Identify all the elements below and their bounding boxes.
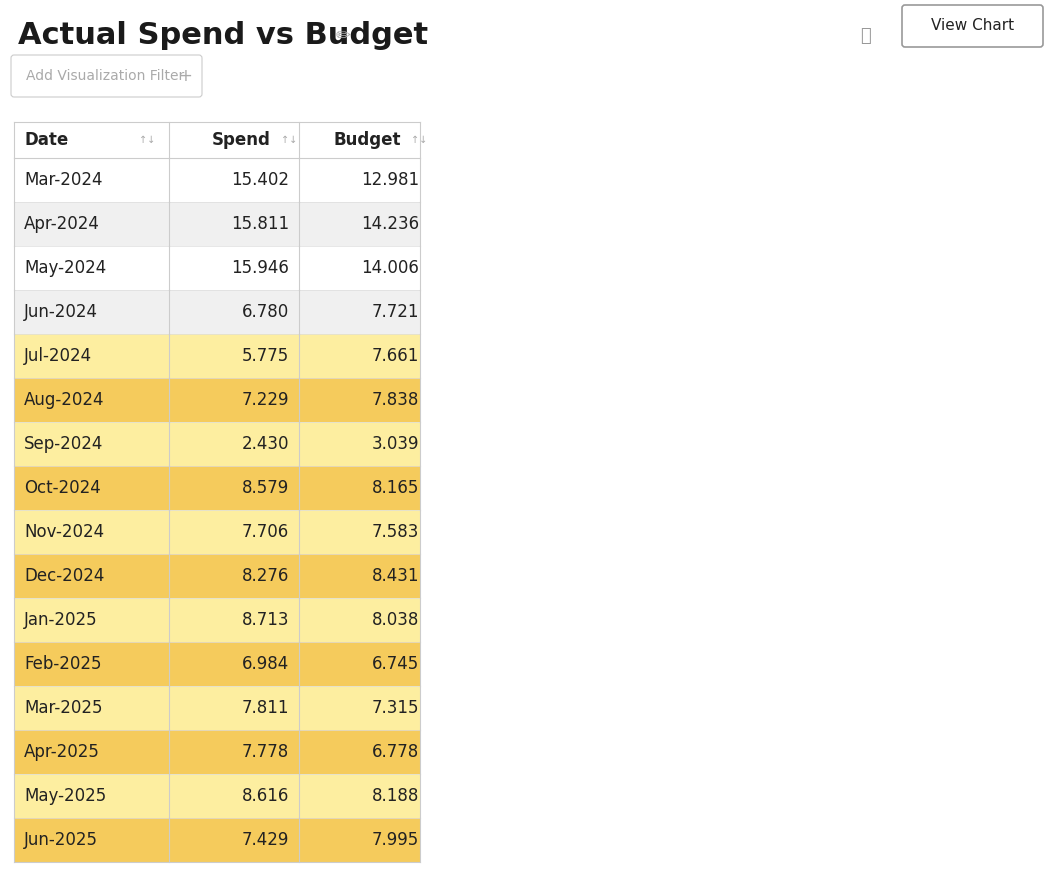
Text: 7.811: 7.811 bbox=[241, 699, 289, 717]
Text: 8.276: 8.276 bbox=[242, 567, 289, 585]
Text: 🔔: 🔔 bbox=[860, 27, 871, 45]
Text: 8.579: 8.579 bbox=[242, 479, 289, 497]
Text: 14.006: 14.006 bbox=[361, 259, 419, 277]
Text: 6.984: 6.984 bbox=[242, 655, 289, 673]
Text: 2.430: 2.430 bbox=[241, 435, 289, 453]
Bar bbox=[14, 158, 420, 202]
Text: Add Visualization Filter: Add Visualization Filter bbox=[26, 69, 184, 83]
Text: 8.038: 8.038 bbox=[372, 611, 419, 629]
Text: 7.429: 7.429 bbox=[242, 831, 289, 849]
Text: 7.706: 7.706 bbox=[242, 523, 289, 541]
Bar bbox=[14, 290, 420, 334]
Text: 3.039: 3.039 bbox=[371, 435, 419, 453]
Bar bbox=[14, 818, 420, 862]
Text: Jul-2024: Jul-2024 bbox=[24, 347, 92, 365]
Text: Dec-2024: Dec-2024 bbox=[24, 567, 105, 585]
Text: 12.981: 12.981 bbox=[360, 171, 419, 189]
Text: 8.713: 8.713 bbox=[241, 611, 289, 629]
Text: Feb-2025: Feb-2025 bbox=[24, 655, 101, 673]
Text: May-2025: May-2025 bbox=[24, 787, 107, 805]
Text: 7.229: 7.229 bbox=[241, 391, 289, 409]
Text: 14.236: 14.236 bbox=[360, 215, 419, 233]
Bar bbox=[14, 246, 420, 290]
Bar bbox=[14, 202, 420, 246]
Text: Budget: Budget bbox=[334, 131, 401, 149]
Text: Apr-2024: Apr-2024 bbox=[24, 215, 99, 233]
Text: 7.661: 7.661 bbox=[372, 347, 419, 365]
Text: ↑↓: ↑↓ bbox=[138, 135, 155, 145]
Text: 7.583: 7.583 bbox=[372, 523, 419, 541]
Text: ↑↓: ↑↓ bbox=[281, 135, 297, 145]
Text: 7.838: 7.838 bbox=[372, 391, 419, 409]
Text: 8.188: 8.188 bbox=[372, 787, 419, 805]
Text: Aug-2024: Aug-2024 bbox=[24, 391, 105, 409]
Text: Date: Date bbox=[24, 131, 69, 149]
Text: Oct-2024: Oct-2024 bbox=[24, 479, 100, 497]
Text: Jun-2025: Jun-2025 bbox=[24, 831, 98, 849]
Text: 7.778: 7.778 bbox=[242, 743, 289, 761]
Text: 6.745: 6.745 bbox=[372, 655, 419, 673]
Text: 15.946: 15.946 bbox=[231, 259, 289, 277]
Text: 8.165: 8.165 bbox=[372, 479, 419, 497]
Text: Sep-2024: Sep-2024 bbox=[24, 435, 104, 453]
Text: View Chart: View Chart bbox=[931, 19, 1014, 33]
Text: +: + bbox=[178, 67, 192, 85]
Text: 8.431: 8.431 bbox=[371, 567, 419, 585]
Text: Nov-2024: Nov-2024 bbox=[24, 523, 105, 541]
Text: 15.402: 15.402 bbox=[231, 171, 289, 189]
FancyBboxPatch shape bbox=[902, 5, 1043, 47]
Bar bbox=[14, 378, 420, 422]
Bar bbox=[14, 642, 420, 686]
Text: Mar-2024: Mar-2024 bbox=[24, 171, 103, 189]
Text: Jan-2025: Jan-2025 bbox=[24, 611, 97, 629]
Text: ↑↓: ↑↓ bbox=[411, 135, 427, 145]
Text: 7.721: 7.721 bbox=[371, 303, 419, 321]
Bar bbox=[14, 510, 420, 554]
Bar bbox=[14, 686, 420, 730]
Bar bbox=[14, 730, 420, 774]
Bar bbox=[14, 466, 420, 510]
Text: 8.616: 8.616 bbox=[242, 787, 289, 805]
Text: Jun-2024: Jun-2024 bbox=[24, 303, 98, 321]
FancyBboxPatch shape bbox=[11, 55, 202, 97]
Text: Actual Spend vs Budget: Actual Spend vs Budget bbox=[18, 21, 428, 50]
Bar bbox=[14, 422, 420, 466]
Bar bbox=[14, 334, 420, 378]
Text: May-2024: May-2024 bbox=[24, 259, 107, 277]
Text: Apr-2025: Apr-2025 bbox=[24, 743, 99, 761]
Bar bbox=[14, 598, 420, 642]
Text: ✏: ✏ bbox=[336, 27, 351, 45]
Bar bbox=[14, 554, 420, 598]
Text: 7.995: 7.995 bbox=[372, 831, 419, 849]
Bar bbox=[14, 774, 420, 818]
Text: 6.778: 6.778 bbox=[372, 743, 419, 761]
Text: 15.811: 15.811 bbox=[230, 215, 289, 233]
Text: Spend: Spend bbox=[212, 131, 271, 149]
Text: 5.775: 5.775 bbox=[242, 347, 289, 365]
Text: 7.315: 7.315 bbox=[371, 699, 419, 717]
Text: 6.780: 6.780 bbox=[242, 303, 289, 321]
Text: Mar-2025: Mar-2025 bbox=[24, 699, 103, 717]
Bar bbox=[14, 122, 420, 158]
